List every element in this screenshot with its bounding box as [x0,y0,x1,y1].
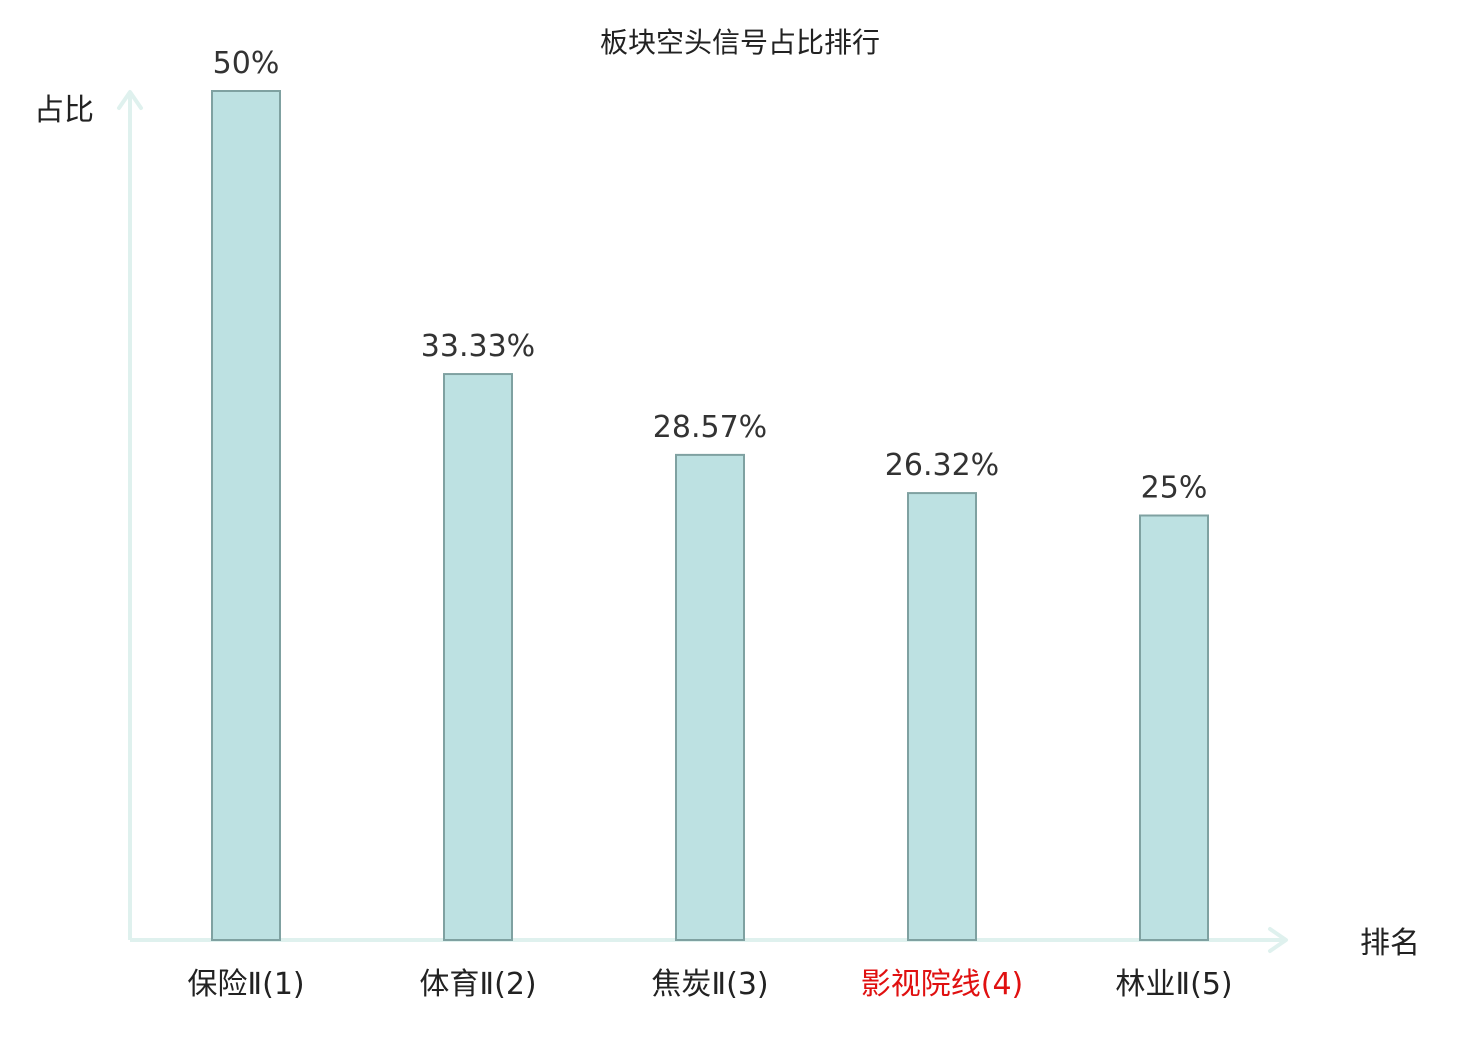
bar-2 [443,373,513,942]
bar-value-label-5: 25% [1141,471,1208,506]
category-label-3: 焦炭Ⅱ(3) [651,967,768,1002]
chart-title: 板块空头信号占比排行 [600,26,880,59]
category-label-5: 林业Ⅱ(5) [1115,967,1232,1002]
y-axis-arrow [117,90,143,110]
value-labels-group: 50% 33.33% 28.57% 26.32% 25% [213,46,1208,506]
bar-value-label-2: 33.33% [421,329,535,364]
category-label-4: 影视院线(4) [861,967,1024,1002]
bar-value-label-4: 26.32% [885,448,999,483]
bar-1 [211,90,281,941]
category-labels-group: 保险Ⅱ(1) 体育Ⅱ(2) 焦炭Ⅱ(3) 影视院线(4) 林业Ⅱ(5) [187,967,1232,1002]
bar-4 [907,492,977,941]
x-axis-label: 排名 [1360,926,1420,961]
category-label-1: 保险Ⅱ(1) [187,967,304,1002]
bars-group [211,90,1209,942]
x-axis-arrow [1268,927,1288,953]
bar-value-label-3: 28.57% [653,410,767,445]
bar-5 [1139,514,1209,941]
bar-value-label-1: 50% [213,46,280,81]
bar-3 [675,453,745,941]
category-label-2: 体育Ⅱ(2) [419,967,536,1002]
y-axis-label: 占比 [34,93,94,128]
